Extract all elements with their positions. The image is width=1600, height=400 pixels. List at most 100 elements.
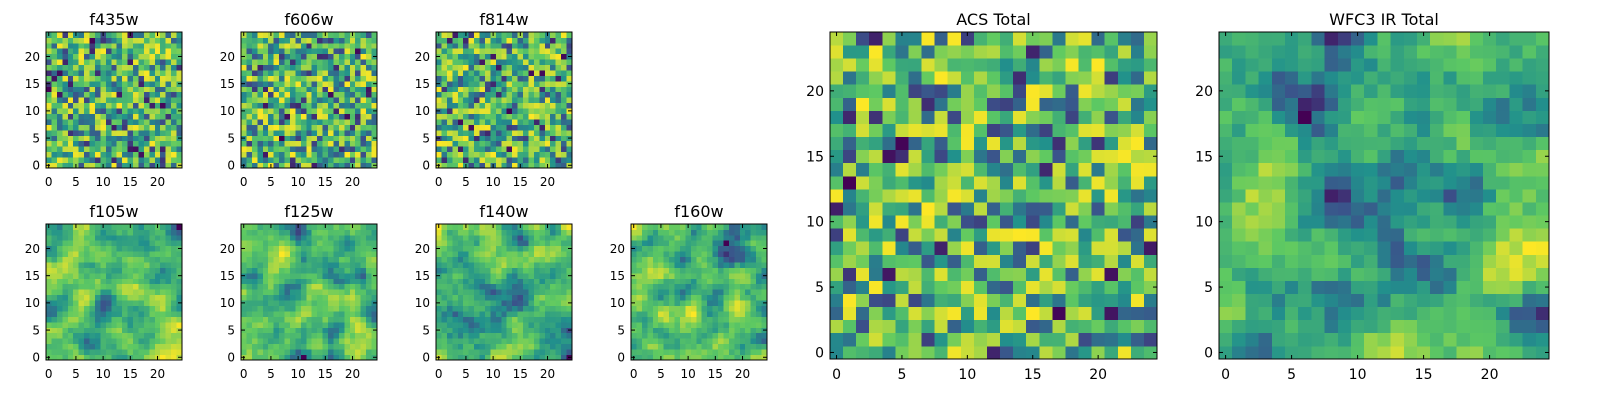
heatmap-cell — [479, 97, 486, 104]
heatmap-cell — [171, 124, 177, 131]
heatmap-cell — [100, 245, 107, 252]
heatmap-cell — [452, 119, 459, 125]
heatmap-cell — [300, 124, 307, 131]
heatmap-cell — [133, 70, 139, 76]
heatmap-cell — [317, 240, 323, 247]
heatmap-cell — [641, 343, 648, 350]
heatmap-cell — [506, 278, 513, 285]
heatmap-cell — [311, 294, 318, 301]
heatmap-cell — [344, 162, 351, 169]
heatmap-cell — [105, 91, 112, 98]
heatmap-cell — [1026, 228, 1040, 242]
heatmap-cell — [856, 149, 870, 164]
heatmap-cell — [679, 316, 686, 323]
heatmap-cell — [279, 327, 285, 334]
heatmap-cell — [679, 234, 686, 241]
heatmap-cell — [154, 349, 161, 355]
heatmap-cell — [734, 283, 741, 290]
heatmap-cell — [474, 151, 480, 158]
heatmap-cell — [484, 157, 491, 163]
heatmap-cell — [105, 343, 112, 350]
heatmap-cell — [474, 59, 480, 66]
heatmap-cell — [1026, 267, 1040, 281]
heatmap-cell — [360, 289, 367, 296]
heatmap-cell — [311, 91, 318, 98]
heatmap-cell — [149, 267, 156, 274]
heatmap-cell — [289, 234, 296, 241]
heatmap-cell — [165, 338, 172, 345]
heatmap-cell — [539, 48, 546, 55]
heatmap-cell — [533, 119, 540, 125]
heatmap-cell — [165, 75, 172, 82]
heatmap-cell — [289, 80, 296, 87]
heatmap-cell — [506, 80, 513, 87]
heatmap-cell — [457, 316, 464, 323]
heatmap-cell — [116, 224, 123, 230]
heatmap-cell — [533, 75, 540, 82]
heatmap-cell — [284, 278, 291, 285]
heatmap-cell — [1078, 306, 1092, 321]
heatmap-cell — [251, 234, 258, 241]
heatmap-cell — [149, 53, 156, 60]
heatmap-cell — [311, 129, 318, 136]
heatmap-cell — [257, 42, 264, 49]
heatmap-cell — [111, 157, 118, 163]
heatmap-cell — [295, 119, 302, 125]
heatmap-cell — [328, 70, 334, 76]
heatmap-cell — [51, 343, 58, 350]
heatmap-cell — [138, 129, 145, 136]
heatmap-cell — [761, 349, 768, 355]
heatmap-cell — [360, 42, 367, 49]
x-tick-label: 15 — [123, 175, 138, 189]
heatmap-cell — [701, 272, 708, 279]
heatmap-cell — [171, 97, 177, 104]
heatmap-cell — [111, 354, 118, 361]
heatmap-cell — [165, 80, 172, 87]
heatmap-cell — [696, 262, 703, 268]
heatmap-cell — [105, 162, 112, 169]
heatmap-cell — [712, 289, 719, 296]
heatmap-cell — [105, 75, 112, 82]
heatmap-cell — [1000, 319, 1014, 334]
x-tick-label: 10 — [95, 175, 110, 189]
heatmap-cell — [734, 256, 741, 263]
heatmap-cell — [544, 316, 551, 323]
heatmap-cell — [122, 262, 128, 268]
heatmap-cell — [457, 53, 464, 60]
heatmap-cell — [1104, 228, 1119, 242]
heatmap-cell — [366, 64, 372, 71]
heatmap-cell — [246, 119, 253, 125]
heatmap-cell — [512, 283, 518, 290]
heatmap-cell — [973, 254, 988, 268]
heatmap-cell — [289, 140, 296, 147]
heatmap-cell — [566, 332, 573, 339]
heatmap-cell — [154, 256, 161, 263]
axes-frame — [240, 31, 378, 169]
heatmap-cell — [484, 53, 491, 60]
heatmap-cell — [679, 338, 686, 345]
heatmap-cell — [62, 262, 69, 268]
heatmap-cell — [533, 294, 540, 301]
heatmap-cell — [452, 267, 459, 274]
heatmap-cell — [78, 108, 85, 114]
heatmap-cell — [501, 343, 508, 350]
y-tick-label: 20 — [415, 50, 430, 64]
heatmap-cell — [246, 343, 253, 350]
heatmap-cell — [289, 42, 296, 49]
heatmap-cell — [149, 119, 156, 125]
heatmap-cell — [528, 135, 535, 142]
heatmap-cell — [663, 240, 670, 247]
heatmap-cell — [317, 42, 323, 49]
heatmap-cell — [457, 262, 464, 268]
heatmap-cell — [138, 80, 145, 87]
axes-frame — [435, 31, 573, 169]
heatmap-cell — [631, 338, 637, 345]
heatmap-cell — [739, 267, 746, 274]
heatmap-cell — [160, 343, 167, 350]
heatmap-cell — [73, 70, 80, 76]
heatmap-cell — [84, 316, 90, 323]
heatmap-cell — [138, 321, 145, 328]
heatmap-cell — [111, 48, 118, 55]
heatmap-cell — [78, 300, 85, 306]
